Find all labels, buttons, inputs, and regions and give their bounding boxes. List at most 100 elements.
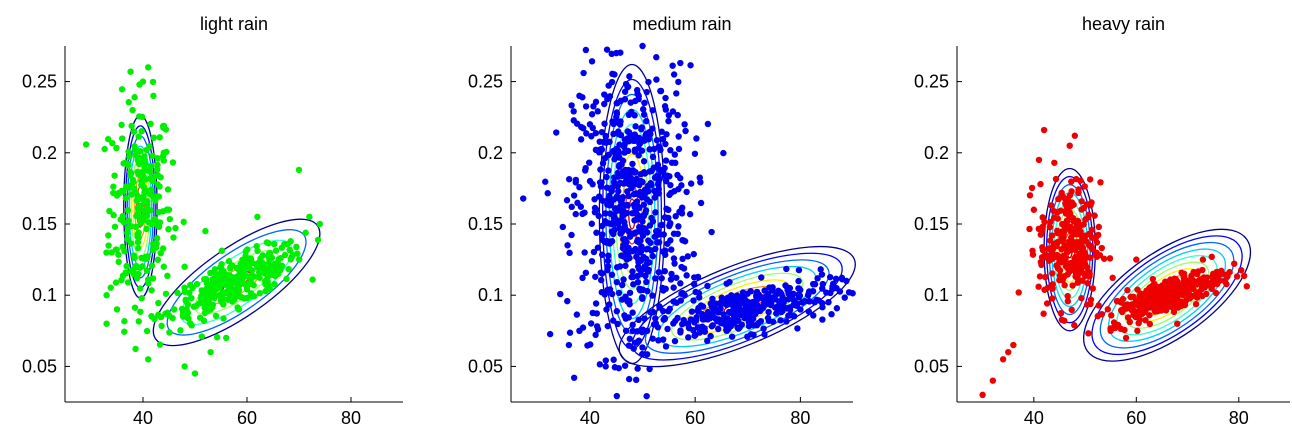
data-point [568,231,575,239]
data-point [656,166,663,173]
data-point [662,343,670,350]
data-point [693,135,700,142]
data-point [181,288,189,295]
data-point [708,228,715,236]
data-point [154,161,161,169]
data-point [584,342,591,349]
data-point [817,266,824,273]
data-point [1079,277,1086,284]
data-point [162,310,169,317]
data-point [662,177,670,185]
data-point [233,274,240,281]
data-point [827,289,834,297]
data-point [1066,142,1073,149]
data-point [1058,316,1066,324]
data-point [599,231,606,238]
data-point [258,268,265,275]
data-point [664,325,671,333]
data-point [775,287,782,294]
data-point [1178,269,1185,276]
data-point [113,306,121,313]
data-point [723,280,730,287]
data-point [795,266,803,274]
data-point [649,252,656,260]
chart-panel-2: 40 60 80 0.05 0.1 0.15 0.2 0.25 medium rain [468,14,856,428]
data-point [613,109,620,116]
data-point [1089,285,1097,292]
data-point [1087,296,1095,303]
data-point [1005,348,1012,356]
data-point [649,218,657,225]
data-point [819,316,826,323]
data-point [592,129,600,137]
x-tick-label: 80 [341,408,361,428]
data-point [624,202,631,209]
data-point [1113,297,1121,305]
data-point [133,274,141,282]
data-point [621,149,628,156]
data-point [576,184,583,191]
data-point [1049,245,1057,253]
data-point [629,321,636,329]
data-point [662,94,669,102]
data-point [723,327,730,334]
data-point [618,228,626,236]
data-point [1097,179,1104,186]
data-point [1109,274,1116,282]
data-point [1064,297,1072,305]
data-point [605,151,613,159]
data-point [738,307,745,314]
data-point [1134,327,1141,335]
data-point [1051,214,1058,221]
data-point [1209,281,1217,289]
data-point [621,96,629,103]
data-point [613,278,621,286]
data-point [306,213,313,221]
data-point [605,252,612,259]
data-point [135,133,142,140]
data-point [1100,255,1108,262]
data-point [293,243,300,251]
data-point [614,119,621,126]
data-point [707,332,714,340]
data-point [160,263,167,270]
data-point [677,329,684,336]
data-point [182,296,189,303]
data-point [1078,294,1085,302]
data-point [1124,314,1132,321]
data-point [610,356,617,363]
data-point [666,221,674,228]
data-point [113,192,121,199]
data-point [1094,312,1102,320]
data-point [124,224,132,232]
data-point [599,251,606,258]
data-point [1085,211,1092,218]
data-point [787,312,795,319]
data-point [101,145,108,153]
data-point [598,146,605,153]
data-point [622,80,630,88]
data-point [632,123,639,130]
data-point [616,263,624,270]
contour-line [671,272,804,341]
data-point [1054,264,1062,272]
data-point [979,391,986,399]
data-point [1048,202,1055,209]
data-point [625,111,633,119]
data-point [126,184,133,191]
data-point [598,289,605,296]
data-point [113,246,120,253]
data-point [564,242,571,249]
scatter-points [979,126,1250,399]
data-point [1134,286,1141,293]
data-point [235,306,243,313]
data-point [576,327,583,334]
data-point [1221,277,1228,285]
y-tick-label: 0.05 [914,356,949,376]
data-point [1073,175,1080,183]
y-tick-label: 0.1 [32,285,57,305]
data-point [650,145,658,153]
data-point [665,112,673,119]
data-point [582,269,590,276]
data-point [1086,270,1093,278]
